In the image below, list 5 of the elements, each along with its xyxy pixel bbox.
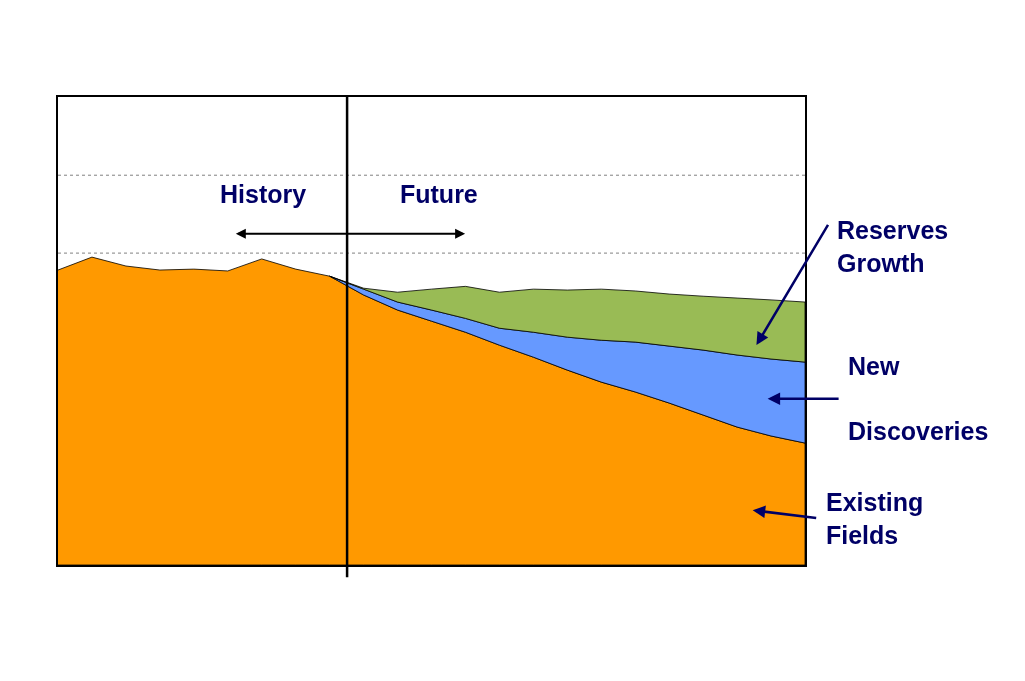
text: Reserves Growth — [837, 216, 949, 277]
text: History — [220, 180, 307, 208]
text: Future — [400, 180, 478, 208]
text: Existing Fields — [826, 488, 924, 549]
text: New Discoveries — [848, 352, 989, 445]
